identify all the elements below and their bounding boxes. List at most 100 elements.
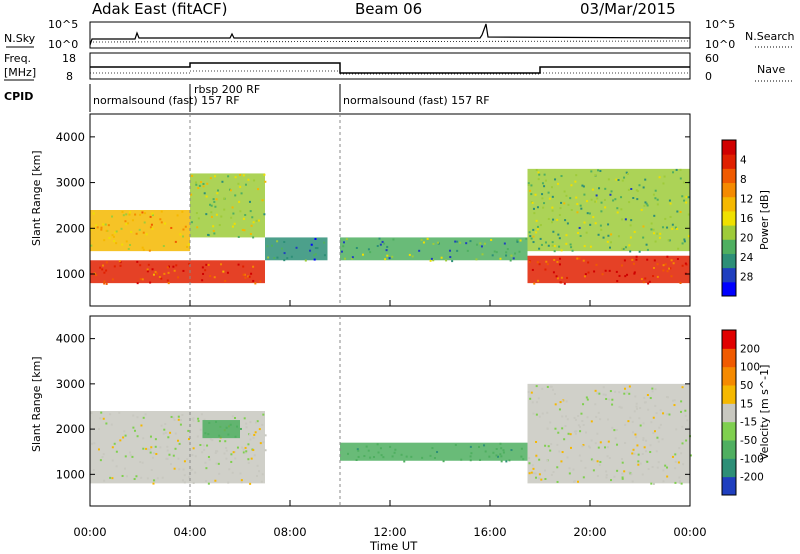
y-tick-label: 4000	[56, 130, 85, 144]
echo-speckle	[605, 397, 608, 400]
echo-speckle	[613, 475, 616, 478]
echo-speckle	[551, 241, 554, 244]
noise-sky-label: N.Sky	[4, 32, 36, 45]
echo-speckle	[187, 429, 190, 432]
echo-speckle	[556, 218, 559, 221]
echo-speckle	[255, 219, 258, 222]
echo-speckle	[142, 248, 145, 251]
echo-speckle	[140, 424, 143, 427]
echo-speckle	[437, 241, 440, 244]
echo-speckle	[680, 482, 683, 485]
echo-speckle	[121, 243, 124, 246]
echo-speckle	[220, 215, 223, 218]
echo-speckle	[459, 241, 462, 244]
echo-speckle	[169, 431, 172, 434]
echo-speckle	[557, 233, 560, 236]
echo-speckle	[535, 413, 538, 416]
echo-speckle	[100, 411, 103, 414]
echo-speckle	[252, 221, 255, 224]
echo-speckle	[223, 208, 226, 211]
echo-speckle	[532, 207, 535, 210]
colorbar-swatch	[722, 366, 736, 386]
echo-speckle	[188, 476, 191, 479]
echo-speckle	[578, 257, 581, 260]
echo-speckle	[678, 481, 681, 484]
echo-speckle	[676, 227, 679, 230]
echo-speckle	[167, 282, 170, 285]
echo-speckle	[684, 409, 687, 412]
echo-speckle	[388, 257, 391, 260]
echo-speckle	[149, 226, 152, 229]
colorbar-swatch	[722, 196, 736, 212]
colorbar-tick-label: -200	[740, 472, 764, 484]
echo-speckle	[190, 193, 193, 196]
colorbar-tick-label: 4	[740, 155, 747, 167]
echo-speckle	[673, 399, 676, 402]
echo-speckle	[637, 460, 640, 463]
echo-speckle	[196, 226, 199, 229]
colorbar-swatch	[722, 330, 736, 349]
echo-speckle	[172, 454, 175, 457]
echo-speckle	[530, 193, 533, 196]
echo-speckle	[653, 430, 656, 433]
echo-speckle	[150, 223, 153, 226]
echo-speckle	[466, 249, 469, 252]
echo-speckle	[662, 269, 665, 272]
echo-speckle	[640, 208, 643, 211]
echo-speckle	[550, 385, 553, 388]
echo-speckle	[151, 227, 154, 230]
echo-speckle	[355, 458, 358, 461]
echo-speckle	[204, 461, 207, 464]
echo-speckle	[686, 419, 689, 422]
echo-speckle	[583, 193, 586, 196]
echo-speckle	[144, 212, 147, 215]
echo-speckle	[551, 209, 554, 212]
echo-speckle	[155, 452, 158, 455]
echo-speckle	[535, 169, 538, 172]
echo-speckle	[129, 243, 132, 246]
echo-speckle	[571, 249, 574, 252]
echo-speckle	[351, 256, 354, 259]
echo-speckle	[226, 271, 229, 274]
echo-speckle	[113, 265, 116, 268]
echo-speckle	[538, 263, 541, 266]
echo-speckle	[583, 221, 586, 224]
echo-speckle	[237, 263, 240, 266]
echo-speckle	[637, 463, 640, 466]
echo-speckle	[576, 211, 579, 214]
echo-speckle	[131, 455, 134, 458]
echo-speckle	[500, 455, 503, 458]
echo-speckle	[662, 480, 665, 483]
echo-speckle	[173, 467, 176, 470]
echo-speckle	[262, 441, 265, 444]
echo-speckle	[123, 430, 126, 433]
echo-speckle	[649, 397, 652, 400]
echo-speckle	[624, 275, 627, 278]
echo-speckle	[537, 171, 540, 174]
echo-speckle	[551, 206, 554, 209]
echo-speckle	[111, 278, 114, 281]
echo-speckle	[104, 223, 107, 226]
echo-speckle	[168, 453, 171, 456]
echo-speckle	[163, 428, 166, 431]
echo-speckle	[249, 482, 252, 485]
echo-speckle	[484, 450, 487, 453]
y-tick-label: 3000	[56, 176, 85, 190]
echo-speckle	[634, 395, 637, 398]
echo-speckle	[681, 195, 684, 198]
echo-speckle	[152, 479, 155, 482]
echo-speckle	[386, 245, 389, 248]
colorbar-tick-label: 100	[740, 362, 760, 374]
echo-speckle	[549, 449, 552, 452]
echo-speckle	[149, 281, 152, 284]
echo-speckle	[101, 268, 104, 271]
echo-speckle	[617, 235, 620, 238]
echo-speckle	[679, 177, 682, 180]
echo-speckle	[190, 221, 193, 224]
echo-speckle	[637, 453, 640, 456]
echo-speckle	[90, 412, 93, 415]
echo-speckle	[553, 393, 556, 396]
noise-left-tick-high: 10^5	[48, 18, 78, 31]
echo-speckle	[544, 241, 547, 244]
colorbar-tick-label: 15	[740, 398, 753, 410]
